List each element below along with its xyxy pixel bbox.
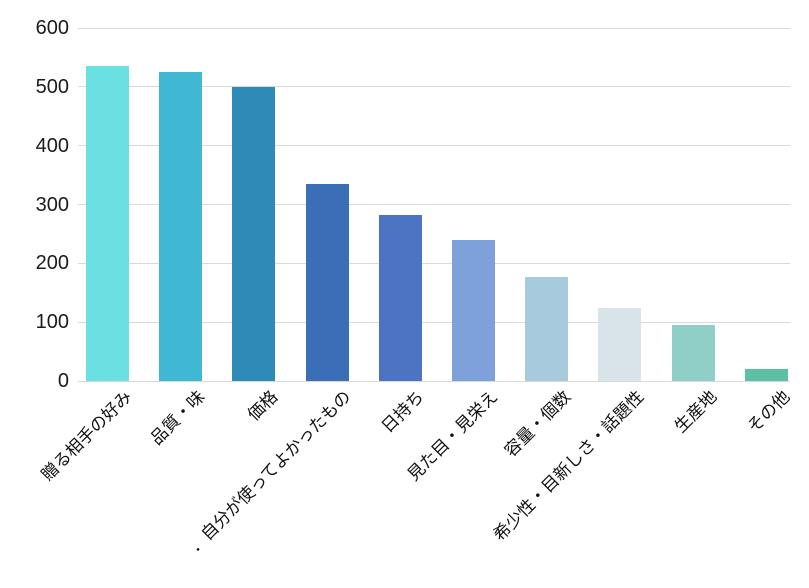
bar-8-希少性・目新しさ・話題性 (598, 308, 642, 381)
y-tick-label-200: 200 (35, 252, 69, 275)
x-label-7: 容量・個数 (500, 387, 575, 461)
y-tick-label-0: 0 (57, 370, 69, 392)
bar-10-その他 (744, 368, 788, 381)
bar-6-見た目・見栄え (452, 240, 495, 381)
gridline-0 (78, 380, 790, 382)
x-label-2: 品質・味 (146, 387, 209, 449)
bar-1-贈る相手の好み (86, 66, 129, 381)
bar-7-容量・個数 (525, 276, 569, 381)
x-label-9: 生産地 (671, 387, 721, 437)
y-tick-label-600: 600 (35, 17, 69, 39)
x-label-10: その他 (744, 387, 794, 437)
gridline-600 (78, 27, 790, 29)
bar-3-価格 (232, 86, 276, 381)
x-label-8: 希少性・目新しさ・話題性 (489, 387, 648, 545)
y-tick-label-300: 300 (35, 193, 69, 216)
bar-2-品質・味 (159, 71, 203, 381)
gridline-400 (78, 145, 790, 147)
gridline-500 (78, 86, 790, 88)
x-label-3: 価格 (243, 387, 282, 425)
y-tick-label-500: 500 (35, 75, 69, 98)
gridline-100 (78, 321, 790, 323)
x-label-1: 贈る相手の好み (37, 387, 135, 485)
bar-5-日持ち (378, 214, 422, 381)
y-tick-label-100: 100 (35, 311, 69, 334)
bar-4-．自分が使ってよかったもの (305, 183, 349, 381)
gridline-200 (78, 262, 790, 264)
x-label-5: 日持ち (378, 387, 428, 437)
bar-9-生産地 (671, 324, 715, 381)
y-tick-label-400: 400 (35, 134, 69, 157)
gridline-300 (78, 204, 790, 205)
